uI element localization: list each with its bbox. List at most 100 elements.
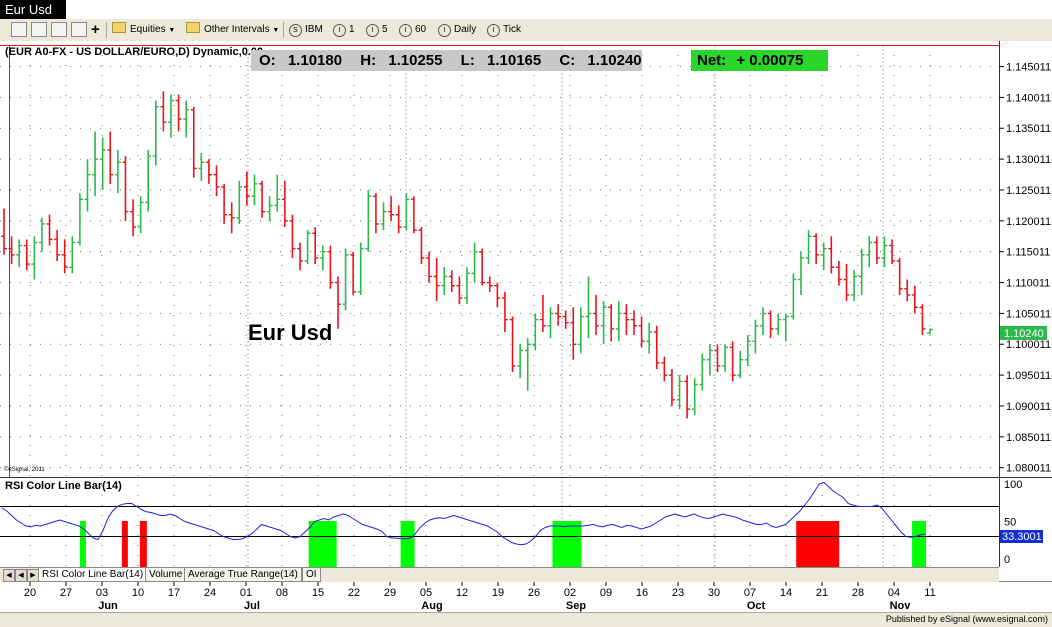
close-label: C: bbox=[559, 52, 576, 69]
study-tabs: ◀ ◀ ▶ RSI Color Line Bar(14) Volume Aver… bbox=[0, 567, 999, 582]
interval-daily-button[interactable]: I Daily bbox=[438, 21, 476, 39]
high-label: H: bbox=[360, 52, 377, 69]
open-label: O: bbox=[259, 52, 276, 69]
interval-daily-label: Daily bbox=[454, 24, 477, 35]
date-axis-label: 16 bbox=[636, 587, 648, 599]
price-axis: 1.145011 1.140011 1.135011 1.130011 1.125011… bbox=[999, 62, 1051, 475]
interval-icon: I bbox=[487, 24, 500, 37]
month-label: Sep bbox=[566, 600, 586, 612]
interval-5-label: 5 bbox=[382, 24, 388, 35]
interval-60-label: 60 bbox=[415, 24, 427, 35]
interval-60-button[interactable]: I 60 bbox=[399, 21, 426, 39]
chart-window-icon[interactable] bbox=[11, 22, 27, 37]
date-axis-label: 26 bbox=[528, 587, 540, 599]
high-value: 1.10255 bbox=[388, 52, 443, 69]
last-price-value: 1.10240 bbox=[1004, 328, 1044, 340]
price-axis-label: 1.130011 bbox=[1006, 154, 1051, 166]
rsi-axis: 100 50 0 bbox=[1004, 479, 1022, 566]
interval-tick-label: Tick bbox=[503, 24, 521, 35]
equities-dropdown[interactable]: Equities ▼ bbox=[112, 21, 175, 39]
low-label: L: bbox=[460, 52, 475, 69]
interval-icon: I bbox=[399, 24, 412, 37]
last-price-tag: 1.10240 bbox=[1000, 326, 1047, 340]
date-axis-label: 28 bbox=[852, 587, 864, 599]
date-axis-label: 24 bbox=[204, 587, 216, 599]
date-axis-label: 27 bbox=[60, 587, 72, 599]
rsi-line bbox=[1, 481, 926, 546]
rsi-axis-label: 50 bbox=[1004, 517, 1016, 529]
tab-volume[interactable]: Volume bbox=[145, 568, 187, 582]
net-label: Net: bbox=[697, 52, 727, 69]
price-axis-label: 1.105011 bbox=[1006, 308, 1051, 320]
month-label: Jun bbox=[98, 600, 118, 612]
date-axis-label: 14 bbox=[780, 587, 792, 599]
last-price-box bbox=[1000, 326, 1047, 340]
rsi-band-red bbox=[139, 521, 147, 604]
window-title-tab[interactable]: Eur Usd bbox=[0, 0, 66, 19]
date-axis-label: 10 bbox=[132, 587, 144, 599]
date-axis-label: 08 bbox=[276, 587, 288, 599]
net-value: + 0.00075 bbox=[736, 52, 804, 69]
price-axis-label: 1.080011 bbox=[1006, 463, 1051, 475]
other-intervals-button[interactable]: Other Intervals ▼ bbox=[186, 21, 279, 39]
dropdown-arrow-icon: ▼ bbox=[168, 27, 176, 34]
net-change-box: Net: + 0.00075 bbox=[691, 50, 828, 71]
window-titlebar: Eur Usd bbox=[0, 0, 1052, 19]
rsi-value-tag: 33.3001 bbox=[1000, 530, 1043, 543]
price-chart[interactable]: (EUR A0-FX - US DOLLAR/EURO,D) Dynamic,0… bbox=[0, 41, 1052, 612]
tab-prev-icon[interactable]: ◀ bbox=[15, 569, 27, 582]
add-icon[interactable]: + bbox=[91, 21, 100, 38]
tab-next-icon[interactable]: ▶ bbox=[27, 569, 39, 582]
tab-average-true-range[interactable]: Average True Range(14) bbox=[184, 568, 302, 582]
interval-icon: I bbox=[438, 24, 451, 37]
price-axis-label: 1.115011 bbox=[1006, 247, 1050, 259]
date-axis-label: 20 bbox=[24, 587, 36, 599]
symbol-ibm-button[interactable]: S IBM bbox=[289, 21, 323, 39]
date-axis-label: 15 bbox=[312, 587, 324, 599]
price-axis-label: 1.085011 bbox=[1006, 432, 1051, 444]
folder-icon bbox=[112, 22, 126, 33]
chart-background bbox=[0, 41, 1052, 612]
rsi-value-box bbox=[1000, 530, 1043, 543]
month-label: Jul bbox=[244, 600, 260, 612]
close-value: 1.10240 bbox=[587, 52, 642, 69]
intervals-label: Other Intervals bbox=[204, 24, 270, 35]
price-axis-label: 1.090011 bbox=[1006, 401, 1051, 413]
properties-icon[interactable] bbox=[71, 22, 87, 37]
copy-icon[interactable] bbox=[51, 22, 67, 37]
date-axis-label: 02 bbox=[564, 587, 576, 599]
interval-icon: I bbox=[366, 24, 379, 37]
date-axis-label: 04 bbox=[888, 587, 900, 599]
rsi-title: RSI Color Line Bar(14) bbox=[5, 480, 122, 492]
date-axis-label: 01 bbox=[240, 587, 252, 599]
tab-rsi-color-line-bar[interactable]: RSI Color Line Bar(14) bbox=[38, 568, 148, 582]
month-label: Nov bbox=[890, 600, 912, 612]
link-icon[interactable] bbox=[31, 22, 47, 37]
date-axis-label: 22 bbox=[348, 587, 360, 599]
date-axis-label: 12 bbox=[456, 587, 468, 599]
date-axis-label: 17 bbox=[168, 587, 180, 599]
rsi-axis-label: 0 bbox=[1004, 554, 1010, 566]
tab-first-icon[interactable]: ◀ bbox=[3, 569, 15, 582]
tab-oi[interactable]: OI bbox=[302, 568, 321, 582]
price-axis-label: 1.120011 bbox=[1006, 216, 1051, 228]
rsi-current-value: 33.3001 bbox=[1002, 531, 1042, 543]
chart-title: (EUR A0-FX - US DOLLAR/EURO,D) Dynamic,0… bbox=[5, 46, 263, 58]
chart-watermark: Eur Usd bbox=[248, 320, 332, 345]
copyright-text: ©eSignal, 2011 bbox=[4, 466, 45, 473]
date-axis-label: 11 bbox=[924, 587, 935, 599]
price-axis-label: 1.145011 bbox=[1006, 62, 1051, 74]
price-bars bbox=[1, 91, 933, 419]
symbol-icon: S bbox=[289, 24, 302, 37]
price-axis-label: 1.100011 bbox=[1006, 339, 1051, 351]
date-axis-label: 23 bbox=[672, 587, 684, 599]
date-axis-bg bbox=[0, 581, 1052, 612]
interval-tick-button[interactable]: I Tick bbox=[487, 21, 521, 39]
date-axis-label: 07 bbox=[744, 587, 756, 599]
rsi-axis-label: 100 bbox=[1004, 479, 1022, 491]
open-value: 1.10180 bbox=[287, 52, 343, 69]
rsi-band-red bbox=[121, 521, 128, 604]
